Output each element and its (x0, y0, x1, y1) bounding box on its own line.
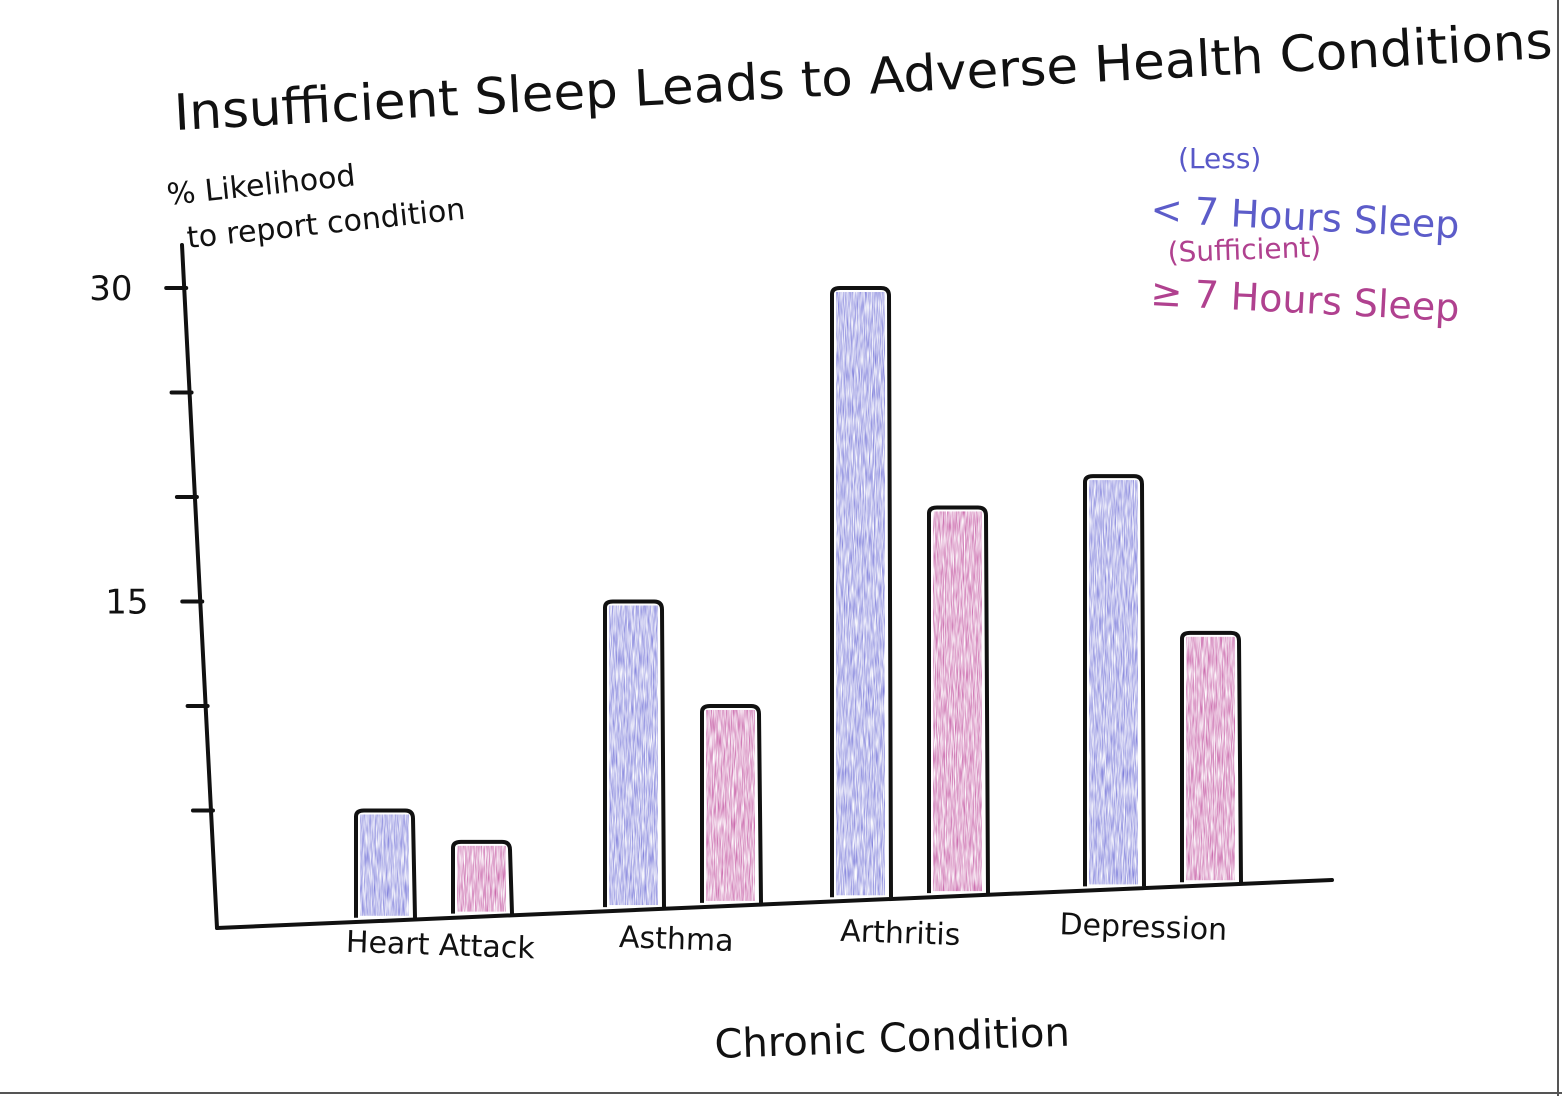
bar-heart-attack-1 (451, 839, 514, 914)
bars-layer (354, 286, 1243, 918)
bar-fill-arthritis-0 (836, 292, 885, 896)
bar-asthma-1 (700, 704, 763, 903)
bar-depression-1 (1180, 630, 1243, 883)
x-axis-label: Chronic Condition (714, 1010, 1071, 1068)
bar-fill-depression-0 (1089, 480, 1138, 885)
bar-asthma-0 (603, 599, 666, 908)
bar-fill-asthma-0 (609, 605, 658, 906)
y-axis-label-line1: % Likelihood (165, 158, 357, 213)
y-tick-layer: 30 15 (89, 269, 215, 813)
category-label: Asthma (618, 920, 734, 959)
legend-note-sufficient: (Sufficient) (1167, 231, 1322, 269)
category-label: Heart Attack (345, 925, 536, 967)
bar-fill-asthma-1 (706, 710, 755, 901)
bar-fill-heart-attack-0 (360, 814, 409, 916)
y-tick-label: 30 (89, 269, 132, 309)
y-axis-line (180, 243, 219, 930)
bar-fill-heart-attack-1 (457, 845, 506, 912)
category-label: Depression (1059, 907, 1228, 948)
bar-arthritis-1 (927, 505, 990, 894)
chart-title: Insufficient Sleep Leads to Adverse Heal… (173, 12, 1554, 142)
bar-heart-attack-0 (354, 808, 417, 918)
legend: (Less) < 7 Hours Sleep (Sufficient) ≥ 7 … (1150, 142, 1461, 330)
legend-note-less: (Less) (1178, 142, 1261, 175)
x-axis-line (215, 878, 1334, 930)
bar-fill-arthritis-1 (933, 511, 982, 892)
category-label: Arthritis (840, 914, 961, 953)
category-label-layer: Heart Attack Asthma Arthritis Depression (345, 907, 1227, 966)
bar-depression-0 (1083, 474, 1146, 887)
legend-label-sufficient: ≥ 7 Hours Sleep (1150, 270, 1461, 330)
bar-fill-depression-1 (1186, 636, 1235, 881)
y-tick-label: 15 (105, 583, 148, 623)
bar-arthritis-0 (830, 286, 893, 898)
